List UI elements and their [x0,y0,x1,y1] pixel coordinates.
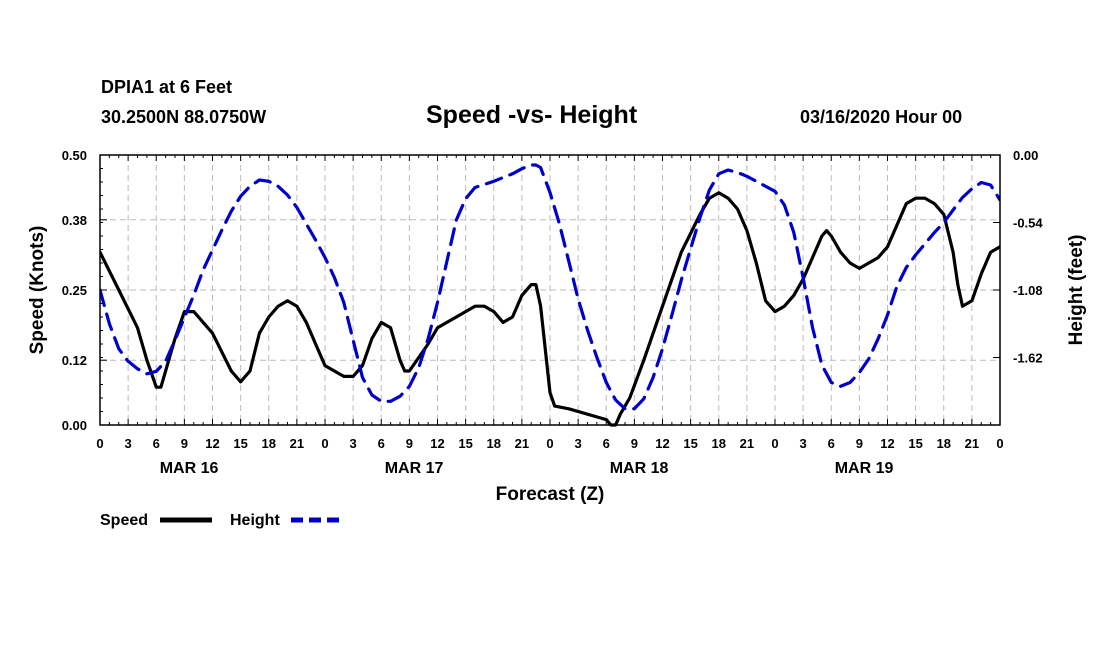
x-tick-label: 21 [290,436,304,451]
x-tick-label: 9 [631,436,638,451]
y-right-tick-label: -1.08 [1013,283,1043,298]
x-tick-label: 9 [856,436,863,451]
x-tick-label: 0 [996,436,1003,451]
series-height-line [100,163,1000,411]
x-tick-label: 15 [908,436,922,451]
y-left-tick-label: 0.12 [62,353,87,368]
y-axis-right-title: Height (feet) [1066,235,1087,346]
x-tick-label: 21 [965,436,979,451]
x-tick-label: 15 [458,436,472,451]
chart-title: Speed -vs- Height [426,101,638,129]
legend: Speed Height [100,512,343,529]
station-name: DPIA1 at 6 Feet [101,77,233,97]
day-label: MAR 19 [835,460,894,477]
day-label: MAR 18 [610,460,669,477]
x-tick-label: 12 [880,436,894,451]
y-axis-left-title: Speed (Knots) [27,226,48,355]
x-tick-label: 18 [487,436,501,451]
series-speed-line [100,191,1000,427]
x-tick-label: 18 [712,436,726,451]
x-tick-label: 12 [430,436,444,451]
x-tick-label: 15 [683,436,697,451]
x-tick-label: 0 [321,436,328,451]
legend-speed-label: Speed [100,512,148,529]
x-tick-label: 6 [153,436,160,451]
y-left-tick-label: 0.50 [62,148,87,163]
x-tick-label: 15 [233,436,247,451]
day-label: MAR 17 [385,460,444,477]
grid-lines [100,155,1000,425]
y-right-tick-label: 0.00 [1013,148,1038,163]
x-tick-label: 9 [181,436,188,451]
x-tick-label: 9 [406,436,413,451]
x-tick-label: 0 [546,436,553,451]
series-lines [100,163,1000,427]
x-tick-label: 3 [800,436,807,451]
y-left-tick-label: 0.38 [62,213,87,228]
x-tick-label: 0 [771,436,778,451]
y-left-tick-label: 0.25 [62,283,87,298]
x-tick-label: 3 [350,436,357,451]
x-tick-label: 12 [205,436,219,451]
forecast-date: 03/16/2020 Hour 00 [800,107,963,127]
x-tick-label: 0 [96,436,103,451]
x-axis-title: Forecast (Z) [496,484,605,505]
axis-ticks: 0 3 6 9 12 15 18 21 0 3 6 9 12 15 18 21 0 3 6 9 12 15 18 21 0 3 6 9… [62,148,1044,477]
x-tick-label: 12 [655,436,669,451]
x-tick-label: 6 [603,436,610,451]
x-tick-label: 21 [740,436,754,451]
day-label: MAR 16 [160,460,219,477]
y-right-tick-label: -0.54 [1013,216,1043,231]
station-coordinates: 30.2500N 88.0750W [101,107,267,127]
y-right-tick-label: -1.62 [1013,351,1043,366]
legend-height-label: Height [230,512,280,529]
x-tick-label: 6 [828,436,835,451]
x-tick-label: 18 [937,436,951,451]
y-left-tick-label: 0.00 [62,418,87,433]
x-tick-label: 3 [125,436,132,451]
x-tick-label: 6 [378,436,385,451]
x-tick-label: 3 [575,436,582,451]
x-tick-label: 18 [262,436,276,451]
x-tick-label: 21 [515,436,529,451]
